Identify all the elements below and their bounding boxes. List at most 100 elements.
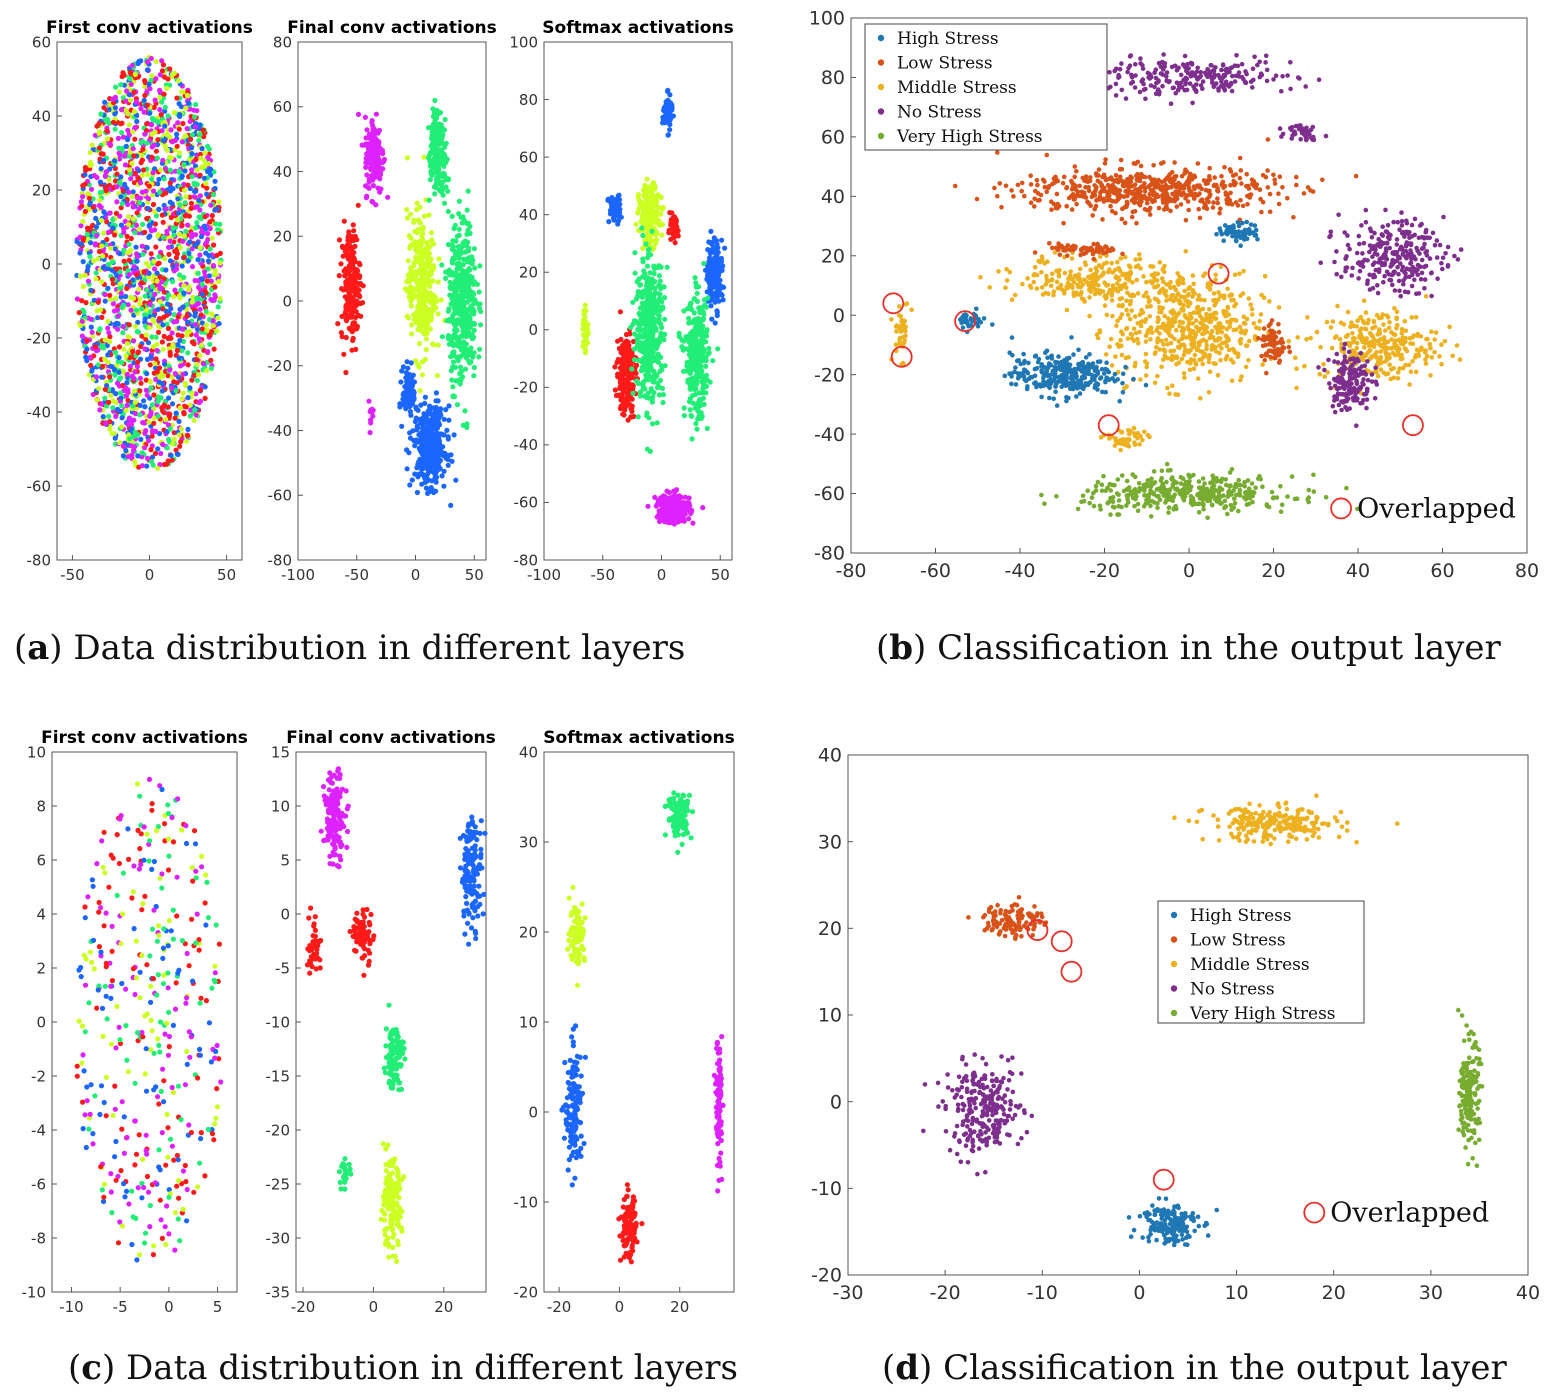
data-point: [112, 372, 118, 378]
data-point: [626, 352, 632, 358]
data-point: [351, 257, 357, 263]
y-tick-label: -60: [514, 494, 539, 512]
data-point: [206, 332, 212, 338]
data-point: [153, 244, 159, 250]
data-point: [88, 316, 94, 322]
data-point: [116, 355, 122, 361]
data-point: [185, 350, 191, 356]
data-point: [464, 220, 470, 226]
data-point: [191, 194, 197, 200]
data-point: [134, 258, 140, 264]
data-point: [644, 176, 650, 182]
data-point: [198, 342, 204, 348]
data-point: [349, 347, 355, 353]
data-point: [419, 328, 425, 334]
data-point: [194, 220, 200, 226]
data-point: [426, 251, 432, 257]
data-point: [154, 341, 160, 347]
data-point: [462, 238, 468, 244]
data-point: [712, 269, 718, 275]
data-point: [209, 311, 215, 317]
data-point: [427, 258, 433, 264]
data-point: [174, 266, 180, 272]
data-point: [205, 236, 211, 242]
data-point: [107, 245, 114, 251]
data-point: [87, 254, 93, 260]
data-point: [212, 268, 218, 274]
data-point: [123, 448, 129, 454]
data-point: [122, 82, 128, 88]
data-point: [450, 260, 456, 266]
data-point: [136, 226, 142, 232]
data-point: [142, 293, 148, 299]
data-point: [477, 301, 483, 307]
data-point: [84, 338, 90, 344]
data-point: [97, 179, 103, 185]
data-point: [157, 107, 163, 113]
data-point: [132, 136, 138, 142]
data-point: [623, 358, 629, 364]
data-point: [88, 324, 94, 330]
data-point: [363, 135, 369, 141]
data-point: [107, 292, 113, 298]
data-point: [217, 296, 223, 302]
data-point: [202, 162, 208, 168]
data-point: [619, 391, 625, 397]
data-point: [208, 357, 214, 363]
data-point: [196, 197, 202, 203]
data-point: [196, 400, 202, 406]
data-point: [146, 419, 152, 425]
data-point: [452, 285, 458, 291]
data-point: [672, 240, 678, 246]
data-point: [192, 407, 198, 413]
data-point: [170, 441, 176, 447]
data-point: [714, 312, 720, 319]
data-point: [103, 188, 109, 194]
data-point: [648, 212, 654, 218]
data-point: [454, 266, 460, 272]
data-point: [82, 181, 88, 187]
data-point: [101, 230, 107, 236]
data-point: [471, 279, 478, 285]
data-point: [162, 361, 168, 367]
data-point: [404, 447, 410, 453]
data-point: [181, 187, 188, 193]
data-point: [106, 177, 112, 183]
data-point: [168, 214, 174, 221]
data-point: [93, 270, 99, 276]
data-point: [640, 256, 646, 262]
data-point: [105, 352, 111, 358]
data-point: [646, 415, 652, 421]
data-point: [134, 272, 140, 278]
data-point: [672, 223, 679, 229]
data-point: [151, 142, 157, 148]
data-point: [155, 137, 161, 143]
data-point: [85, 264, 91, 270]
data-point: [436, 431, 442, 437]
data-point: [411, 219, 417, 225]
data-point: [186, 100, 192, 106]
data-point: [109, 267, 115, 273]
data-point: [449, 296, 455, 302]
data-point: [615, 221, 621, 227]
data-point: [126, 189, 132, 195]
data-point: [186, 250, 192, 256]
data-point: [106, 330, 112, 336]
data-point: [408, 298, 414, 304]
data-point: [96, 120, 102, 126]
data-point: [436, 173, 442, 179]
data-point: [358, 313, 364, 319]
x-tick-label: -50: [60, 566, 85, 584]
points-a3: [580, 87, 728, 527]
data-point: [122, 181, 128, 187]
data-point: [450, 244, 456, 250]
data-point: [159, 339, 165, 345]
data-point: [113, 84, 119, 90]
data-point: [455, 311, 461, 317]
data-point: [409, 322, 415, 328]
data-point: [155, 329, 162, 335]
data-point: [145, 340, 152, 346]
data-point: [106, 210, 113, 216]
data-point: [399, 368, 405, 374]
